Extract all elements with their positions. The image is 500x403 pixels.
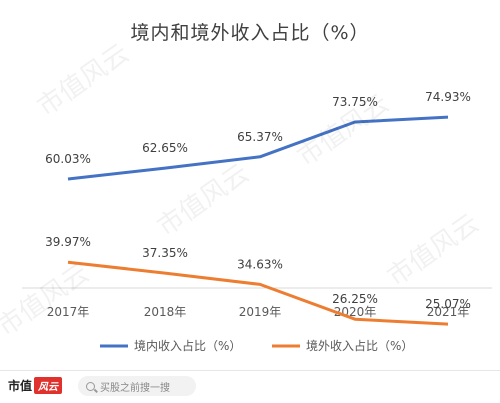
brand-mark: 风云	[34, 377, 63, 394]
search-box[interactable]: 买股之前搜一搜	[78, 376, 196, 396]
legend-label-1: 境内收入占比（%）	[134, 338, 241, 353]
data-label: 37.35%	[142, 246, 188, 260]
x-tick-label: 2018年	[144, 305, 187, 319]
data-label: 60.03%	[45, 152, 91, 166]
data-label: 26.25%	[332, 292, 378, 306]
data-label: 74.93%	[425, 90, 471, 104]
data-label: 65.37%	[237, 130, 283, 144]
brand-text: 市值	[8, 379, 33, 393]
data-label: 73.75%	[332, 95, 378, 109]
chart-frame: 境内和境外收入占比（%） 2017年 2018年 2019年 2020年 2021年 60…	[22, 22, 492, 353]
x-tick-label: 2017年	[47, 305, 90, 319]
chart-title: 境内和境外收入占比（%）	[130, 22, 370, 44]
x-tick-label: 2019年	[239, 305, 282, 319]
data-label: 39.97%	[45, 235, 91, 249]
search-placeholder: 买股之前搜一搜	[100, 382, 170, 394]
series-line-1	[67, 115, 449, 181]
x-tick-label: 2021年	[427, 305, 470, 319]
x-tick-label: 2020年	[334, 305, 377, 319]
data-label: 62.65%	[142, 141, 188, 155]
data-label: 34.63%	[237, 257, 283, 271]
brand-logo[interactable]: 市值 风云	[8, 377, 63, 394]
line-chart: 2017年 2018年 2019年 2020年 2021年 60.03% 62.65% 65.…	[22, 90, 492, 353]
data-label: 25.07%	[425, 297, 471, 311]
legend-label-2: 境外收入占比（%）	[306, 338, 413, 353]
series-line-2	[67, 260, 449, 326]
search-icon	[86, 381, 95, 391]
footer-bar: 市值 风云 买股之前搜一搜	[0, 370, 500, 403]
